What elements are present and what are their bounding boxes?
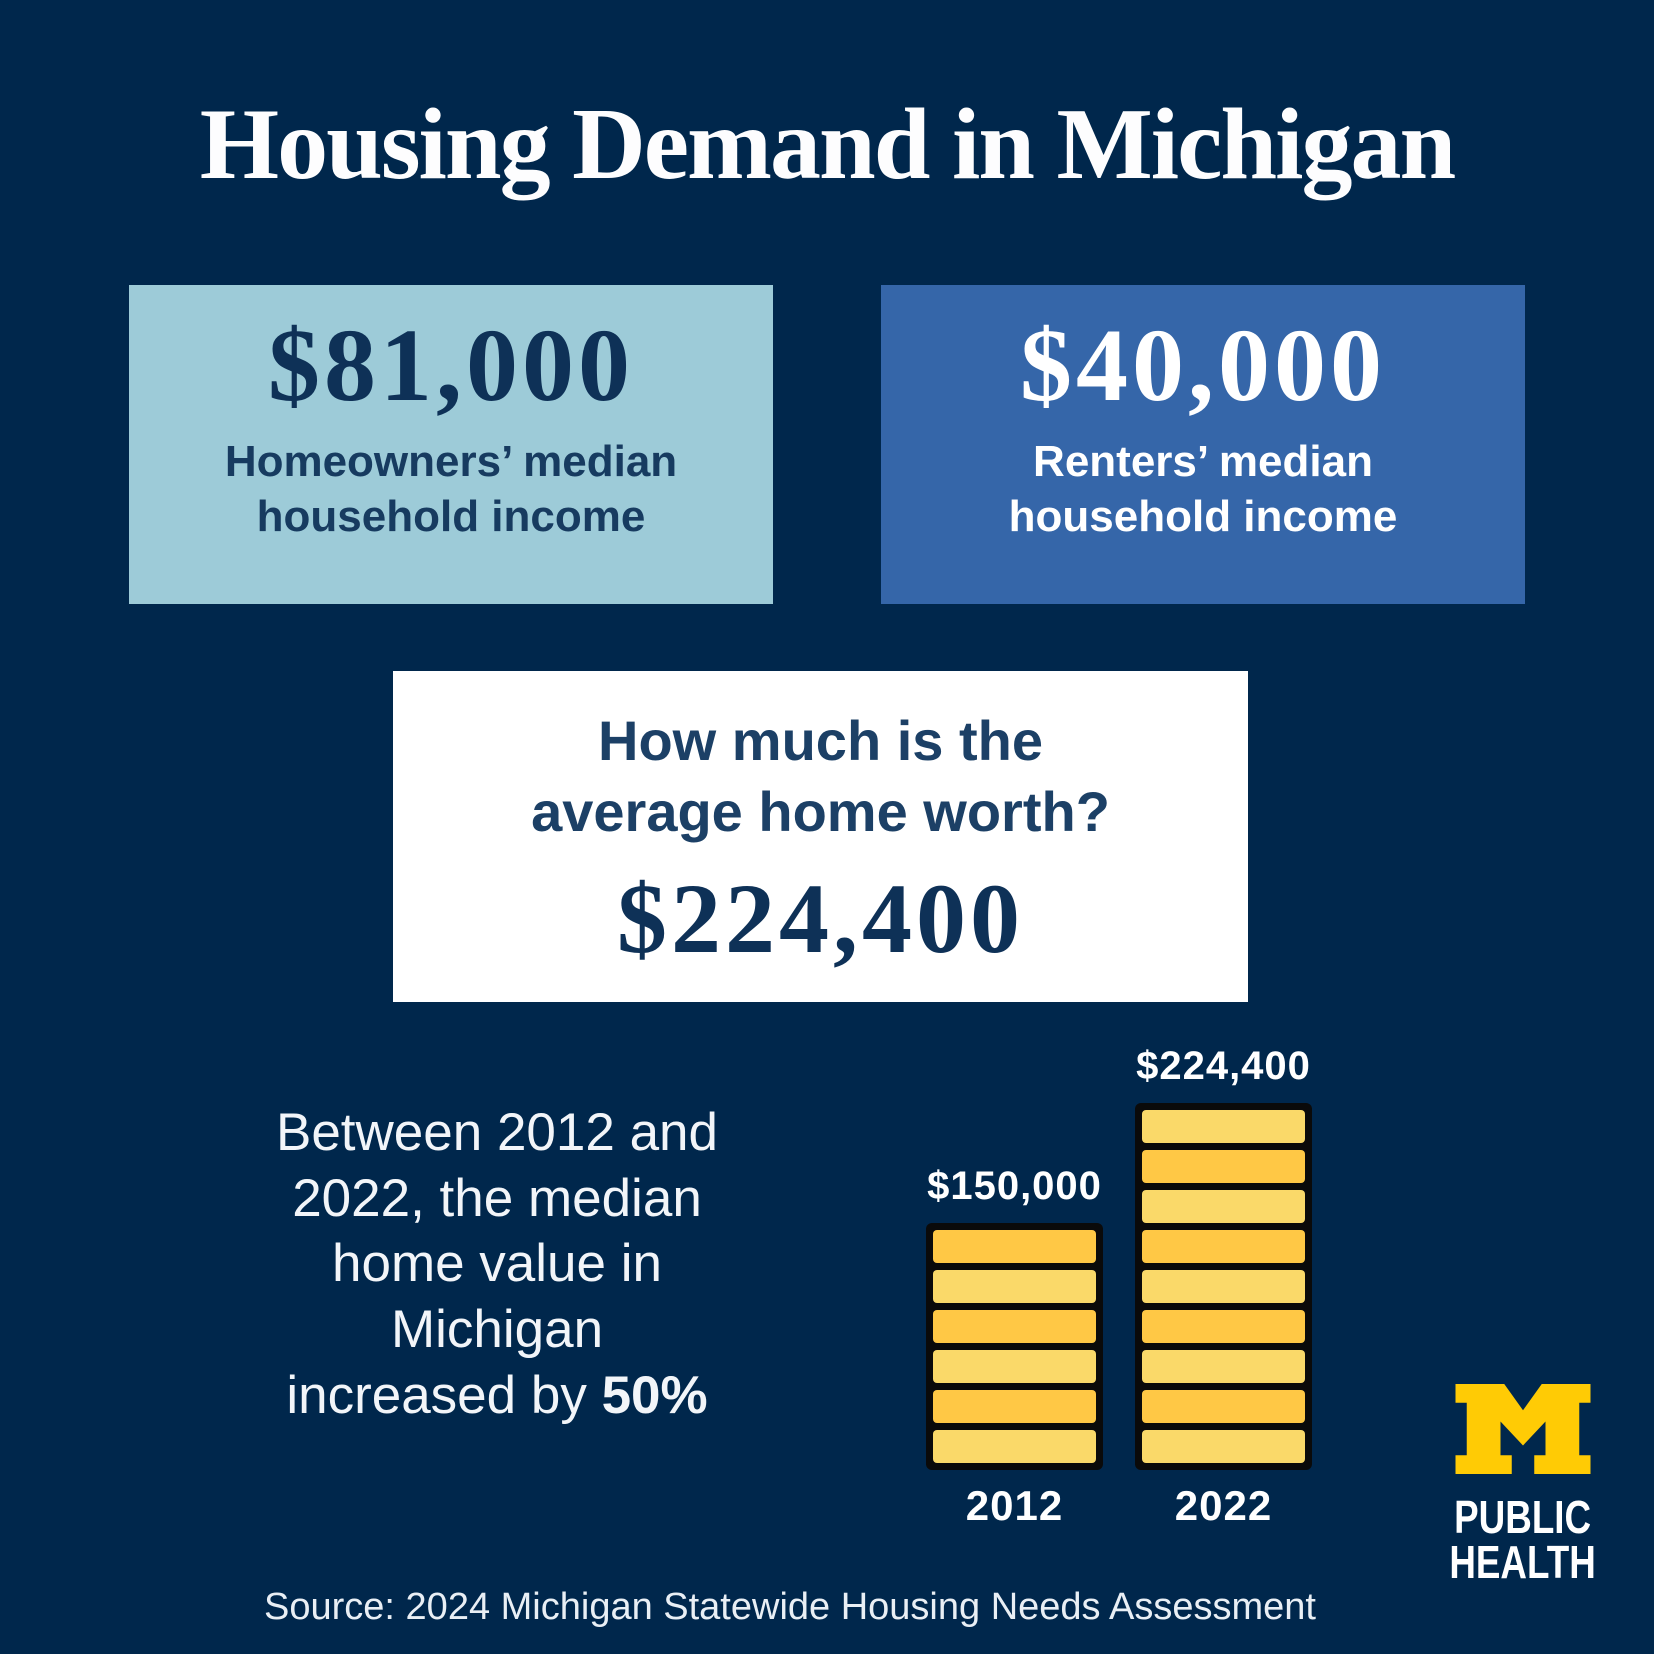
home-value-callout: Between 2012 and 2022, the median home v…	[157, 1100, 837, 1429]
renters-income-box: $40,000 Renters’ median household income	[881, 285, 1525, 604]
source-text: Source: 2024 Michigan Statewide Housing …	[264, 1586, 1316, 1628]
renters-income-label: Renters’ median household income	[1008, 437, 1398, 542]
coin	[933, 1390, 1096, 1423]
coin	[1142, 1110, 1305, 1143]
coin-stack-2012	[926, 1223, 1103, 1470]
renters-income-value: $40,000	[1020, 308, 1386, 423]
home-value-bar-chart: $150,000 2012 $224,400 2022	[926, 1037, 1312, 1530]
average-home-worth-box: How much is the average home worth? $224…	[393, 671, 1248, 1002]
coin	[1142, 1190, 1305, 1223]
coin	[1142, 1430, 1305, 1463]
coin	[1142, 1230, 1305, 1263]
um-public-health-logo: PUBLIC HEALTH	[1448, 1375, 1598, 1585]
coin	[1142, 1390, 1305, 1423]
homeowners-income-label: Homeowners’ median household income	[224, 437, 678, 542]
average-home-worth-question: How much is the average home worth?	[531, 709, 1110, 844]
bar-value-label-2012: $150,000	[927, 1164, 1102, 1208]
coin	[933, 1310, 1096, 1343]
bar-group-2022: $224,400 2022	[1135, 1044, 1312, 1530]
bar-value-label-2022: $224,400	[1136, 1044, 1311, 1088]
coin-stack-2022	[1135, 1103, 1312, 1470]
block-m-icon	[1455, 1384, 1591, 1474]
logo-text-health: HEALTH	[1449, 1536, 1597, 1589]
coin	[933, 1270, 1096, 1303]
logo-text-public: PUBLIC	[1454, 1491, 1592, 1543]
bar-category-2022: 2022	[1174, 1482, 1273, 1529]
bar-group-2012: $150,000 2012	[926, 1164, 1103, 1530]
callout-text: Between 2012 and 2022, the median home v…	[275, 1103, 719, 1425]
callout-highlight: 50%	[601, 1365, 708, 1425]
coin	[1142, 1150, 1305, 1183]
homeowners-income-box: $81,000 Homeowners’ median household inc…	[129, 285, 773, 604]
coin	[933, 1350, 1096, 1383]
coin	[933, 1430, 1096, 1463]
coin	[1142, 1310, 1305, 1343]
coin	[933, 1230, 1096, 1263]
page-title: Housing Demand in Michigan	[199, 88, 1456, 201]
coin	[1142, 1350, 1305, 1383]
average-home-worth-value: $224,400	[617, 863, 1024, 975]
bar-category-2012: 2012	[965, 1482, 1064, 1529]
homeowners-income-value: $81,000	[268, 308, 634, 423]
coin	[1142, 1270, 1305, 1303]
